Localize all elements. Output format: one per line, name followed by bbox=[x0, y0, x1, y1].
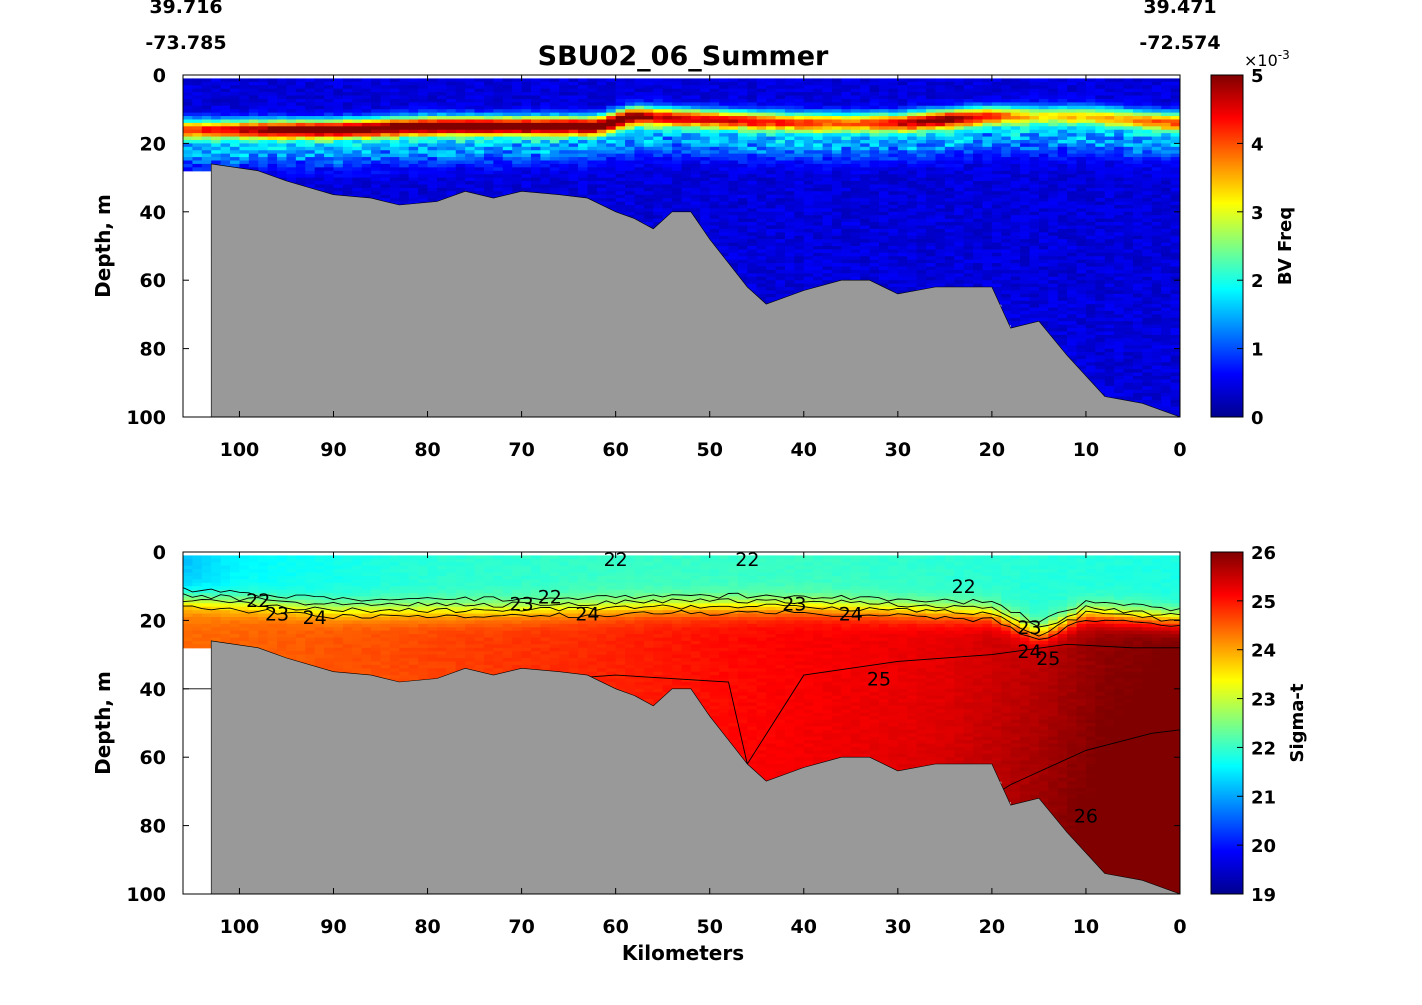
colorbar-tick-label: 1 bbox=[1251, 340, 1264, 361]
contour-line bbox=[183, 599, 1180, 637]
x-tick-label: 90 bbox=[320, 916, 346, 938]
contour-label: 24 bbox=[839, 604, 863, 626]
contour-line bbox=[183, 587, 1180, 623]
y-tick-label: 100 bbox=[126, 407, 166, 429]
sigma-colorbar-gradient bbox=[1210, 551, 1244, 895]
plot-frame bbox=[182, 74, 1181, 418]
bv-colorbar-exponent-base: ×10 bbox=[1244, 51, 1278, 70]
colorbar-tick-label: 5 bbox=[1251, 66, 1264, 87]
y-tick-label: 20 bbox=[140, 610, 166, 632]
y-tick-label: 0 bbox=[153, 65, 166, 87]
x-tick-label: 50 bbox=[696, 916, 722, 938]
y-tick-label: 40 bbox=[140, 202, 166, 224]
x-tick-label: 90 bbox=[320, 439, 346, 461]
contour-label: 23 bbox=[265, 604, 289, 626]
contour-label: 23 bbox=[510, 593, 534, 615]
chart-title: SBU02_06_Summer bbox=[538, 41, 829, 72]
colorbar-tick-label: 26 bbox=[1251, 543, 1276, 564]
x-tick-label: 100 bbox=[220, 916, 260, 938]
contour-label: 22 bbox=[246, 590, 270, 612]
y-tick-label: 100 bbox=[126, 884, 166, 906]
x-tick-label: 10 bbox=[1073, 916, 1099, 938]
x-tick-label: 20 bbox=[979, 439, 1005, 461]
seafloor-bathymetry bbox=[210, 163, 1181, 418]
y-tick-label: 80 bbox=[140, 816, 166, 838]
contour-label: 24 bbox=[1017, 641, 1041, 663]
y-tick-label: 0 bbox=[153, 542, 166, 564]
x-tick-label: 60 bbox=[602, 916, 628, 938]
contour-label: 25 bbox=[867, 669, 891, 691]
contour-label: 22 bbox=[952, 576, 976, 598]
contour-label: 23 bbox=[1017, 617, 1041, 639]
x-tick-label: 20 bbox=[979, 916, 1005, 938]
colorbar-tick-label: 22 bbox=[1251, 738, 1276, 759]
right-longitude: -72.574 bbox=[1139, 32, 1220, 54]
colorbar-tick-label: 20 bbox=[1251, 836, 1276, 857]
x-tick-label: 30 bbox=[885, 916, 911, 938]
seafloor-bathymetry bbox=[210, 640, 1181, 895]
sigma-colorbar-ticks: 19 20 21 22 23 24 25 26 bbox=[1237, 543, 1276, 906]
colorbar-tick-label: 2 bbox=[1251, 271, 1264, 292]
x-tick-label: 70 bbox=[508, 916, 534, 938]
y-tick-label: 60 bbox=[140, 747, 166, 769]
left-latitude: 39.716 bbox=[149, 0, 222, 18]
x-tick-label: 40 bbox=[791, 439, 817, 461]
x-axis-label: Kilometers bbox=[622, 941, 744, 965]
x-tick-label: 70 bbox=[508, 439, 534, 461]
x-tick-label: 10 bbox=[1073, 439, 1099, 461]
x-tick-label: 50 bbox=[696, 439, 722, 461]
x-tick-label: 40 bbox=[791, 916, 817, 938]
contour-label: 26 bbox=[1074, 805, 1098, 827]
colorbar-tick-label: 0 bbox=[1251, 408, 1264, 429]
x-tick-label: 80 bbox=[414, 439, 440, 461]
sigma-colorbar-label: Sigma-t bbox=[1287, 683, 1308, 762]
bv-colorbar: 0 1 2 3 4 5 ×10-3 BV Freq bbox=[1210, 48, 1296, 429]
left-longitude: -73.785 bbox=[145, 32, 226, 54]
colorbar-tick-label: 25 bbox=[1251, 592, 1276, 613]
contour-line bbox=[183, 605, 1180, 640]
y-tick-label: 20 bbox=[140, 133, 166, 155]
sigma-colorbar: 19 20 21 22 23 24 25 26 Sigma-t bbox=[1210, 543, 1308, 906]
contour-line bbox=[183, 593, 1180, 628]
bv-colorbar-gradient bbox=[1210, 74, 1244, 418]
bv-colorbar-label: BV Freq bbox=[1275, 207, 1296, 285]
x-tick-label: 80 bbox=[414, 916, 440, 938]
contour-label: 23 bbox=[782, 593, 806, 615]
bv-colorbar-ticks: 0 1 2 3 4 5 bbox=[1237, 66, 1264, 429]
colorbar-tick-label: 23 bbox=[1251, 690, 1276, 711]
x-tick-label: 0 bbox=[1173, 916, 1186, 938]
x-tick-label: 60 bbox=[602, 439, 628, 461]
contour-label: 25 bbox=[1036, 648, 1060, 670]
contour-label: 24 bbox=[575, 604, 599, 626]
colorbar-tick-label: 4 bbox=[1251, 134, 1264, 155]
y-tick-label: 60 bbox=[140, 270, 166, 292]
contour-label: 24 bbox=[303, 607, 327, 629]
bv-colorbar-exponent-power: -3 bbox=[1278, 48, 1290, 62]
colorbar-tick-label: 3 bbox=[1251, 203, 1264, 224]
colorbar-tick-label: 19 bbox=[1251, 885, 1276, 906]
y-tick-label: 80 bbox=[140, 339, 166, 361]
bv-colorbar-exponent: ×10-3 bbox=[1244, 48, 1290, 70]
x-tick-label: 0 bbox=[1173, 439, 1186, 461]
colorbar-tick-label: 24 bbox=[1251, 641, 1276, 662]
contour-label: 22 bbox=[735, 549, 759, 571]
contour-label: 22 bbox=[538, 586, 562, 608]
y-tick-label: 40 bbox=[140, 679, 166, 701]
bv-y-axis-label: Depth, m bbox=[91, 194, 115, 298]
x-tick-label: 30 bbox=[885, 439, 911, 461]
x-tick-label: 100 bbox=[220, 439, 260, 461]
right-latitude: 39.471 bbox=[1143, 0, 1216, 18]
contour-label: 22 bbox=[604, 549, 628, 571]
plot-frame bbox=[182, 551, 1181, 895]
colorbar-tick-label: 21 bbox=[1251, 787, 1276, 808]
sigma-y-axis-label: Depth, m bbox=[91, 671, 115, 775]
